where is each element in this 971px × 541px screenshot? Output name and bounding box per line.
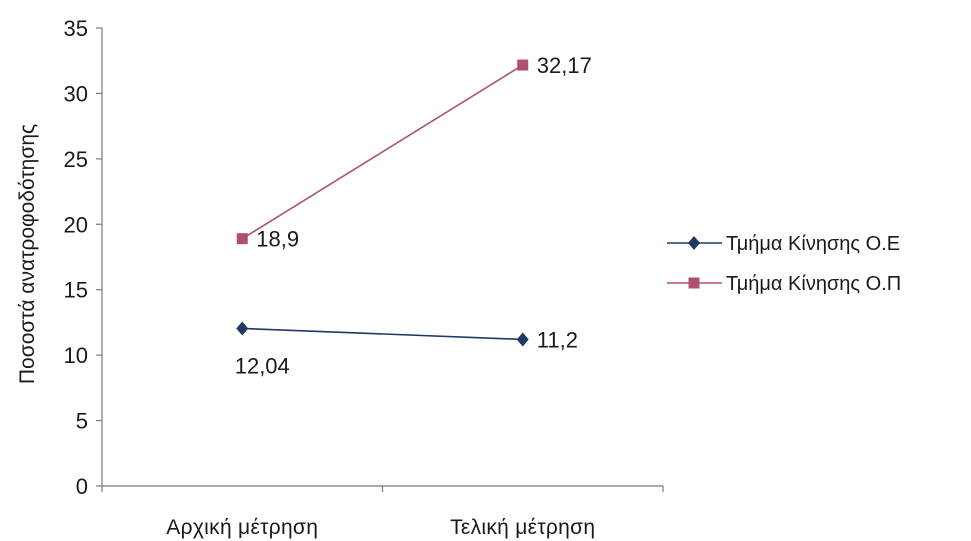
y-tick-label: 25 xyxy=(64,147,88,172)
y-tick-label: 30 xyxy=(64,81,88,106)
data-point xyxy=(236,233,248,245)
y-axis: 0 5 10 15 20 25 30 35 xyxy=(64,16,103,499)
legend-label: Τμήμα Κίνησης Ο.Π xyxy=(726,273,901,295)
x-axis: Αρχική μέτρηση Τελική μέτρηση xyxy=(101,485,664,539)
y-tick-label: 0 xyxy=(76,474,88,499)
data-point xyxy=(516,332,529,347)
y-axis-label: Ποσοστά ανατροφοδότησης xyxy=(16,124,39,384)
legend-item: Τμήμα Κίνησης Ο.Π xyxy=(667,273,901,295)
series-2: 18,9 32,17 xyxy=(236,53,592,252)
data-label: 32,17 xyxy=(537,53,592,78)
legend-item: Τμήμα Κίνησης Ο.Ε xyxy=(667,233,900,255)
y-tick-label: 5 xyxy=(76,409,88,434)
legend-marker xyxy=(688,277,700,289)
y-tick-label: 15 xyxy=(64,278,88,303)
data-label: 11,2 xyxy=(537,327,578,352)
legend: Τμήμα Κίνησης Ο.Ε Τμήμα Κίνησης Ο.Π xyxy=(667,233,901,295)
data-point xyxy=(236,321,249,336)
series-1: 12,04 11,2 xyxy=(235,321,578,378)
y-tick-label: 10 xyxy=(64,343,88,368)
y-tick-label: 20 xyxy=(64,212,88,237)
x-category-label: Τελική μέτρηση xyxy=(450,516,595,539)
series-line xyxy=(241,64,524,240)
data-label: 18,9 xyxy=(256,227,299,252)
series-layer: 12,04 11,2 18,9 32,17 xyxy=(235,53,592,378)
series-line xyxy=(242,327,523,341)
y-tick-label: 35 xyxy=(64,16,88,41)
x-category-label: Αρχική μέτρηση xyxy=(166,516,318,539)
legend-label: Τμήμα Κίνησης Ο.Ε xyxy=(726,233,900,255)
data-point xyxy=(517,59,529,71)
legend-marker xyxy=(688,236,700,250)
data-label: 12,04 xyxy=(235,353,290,378)
